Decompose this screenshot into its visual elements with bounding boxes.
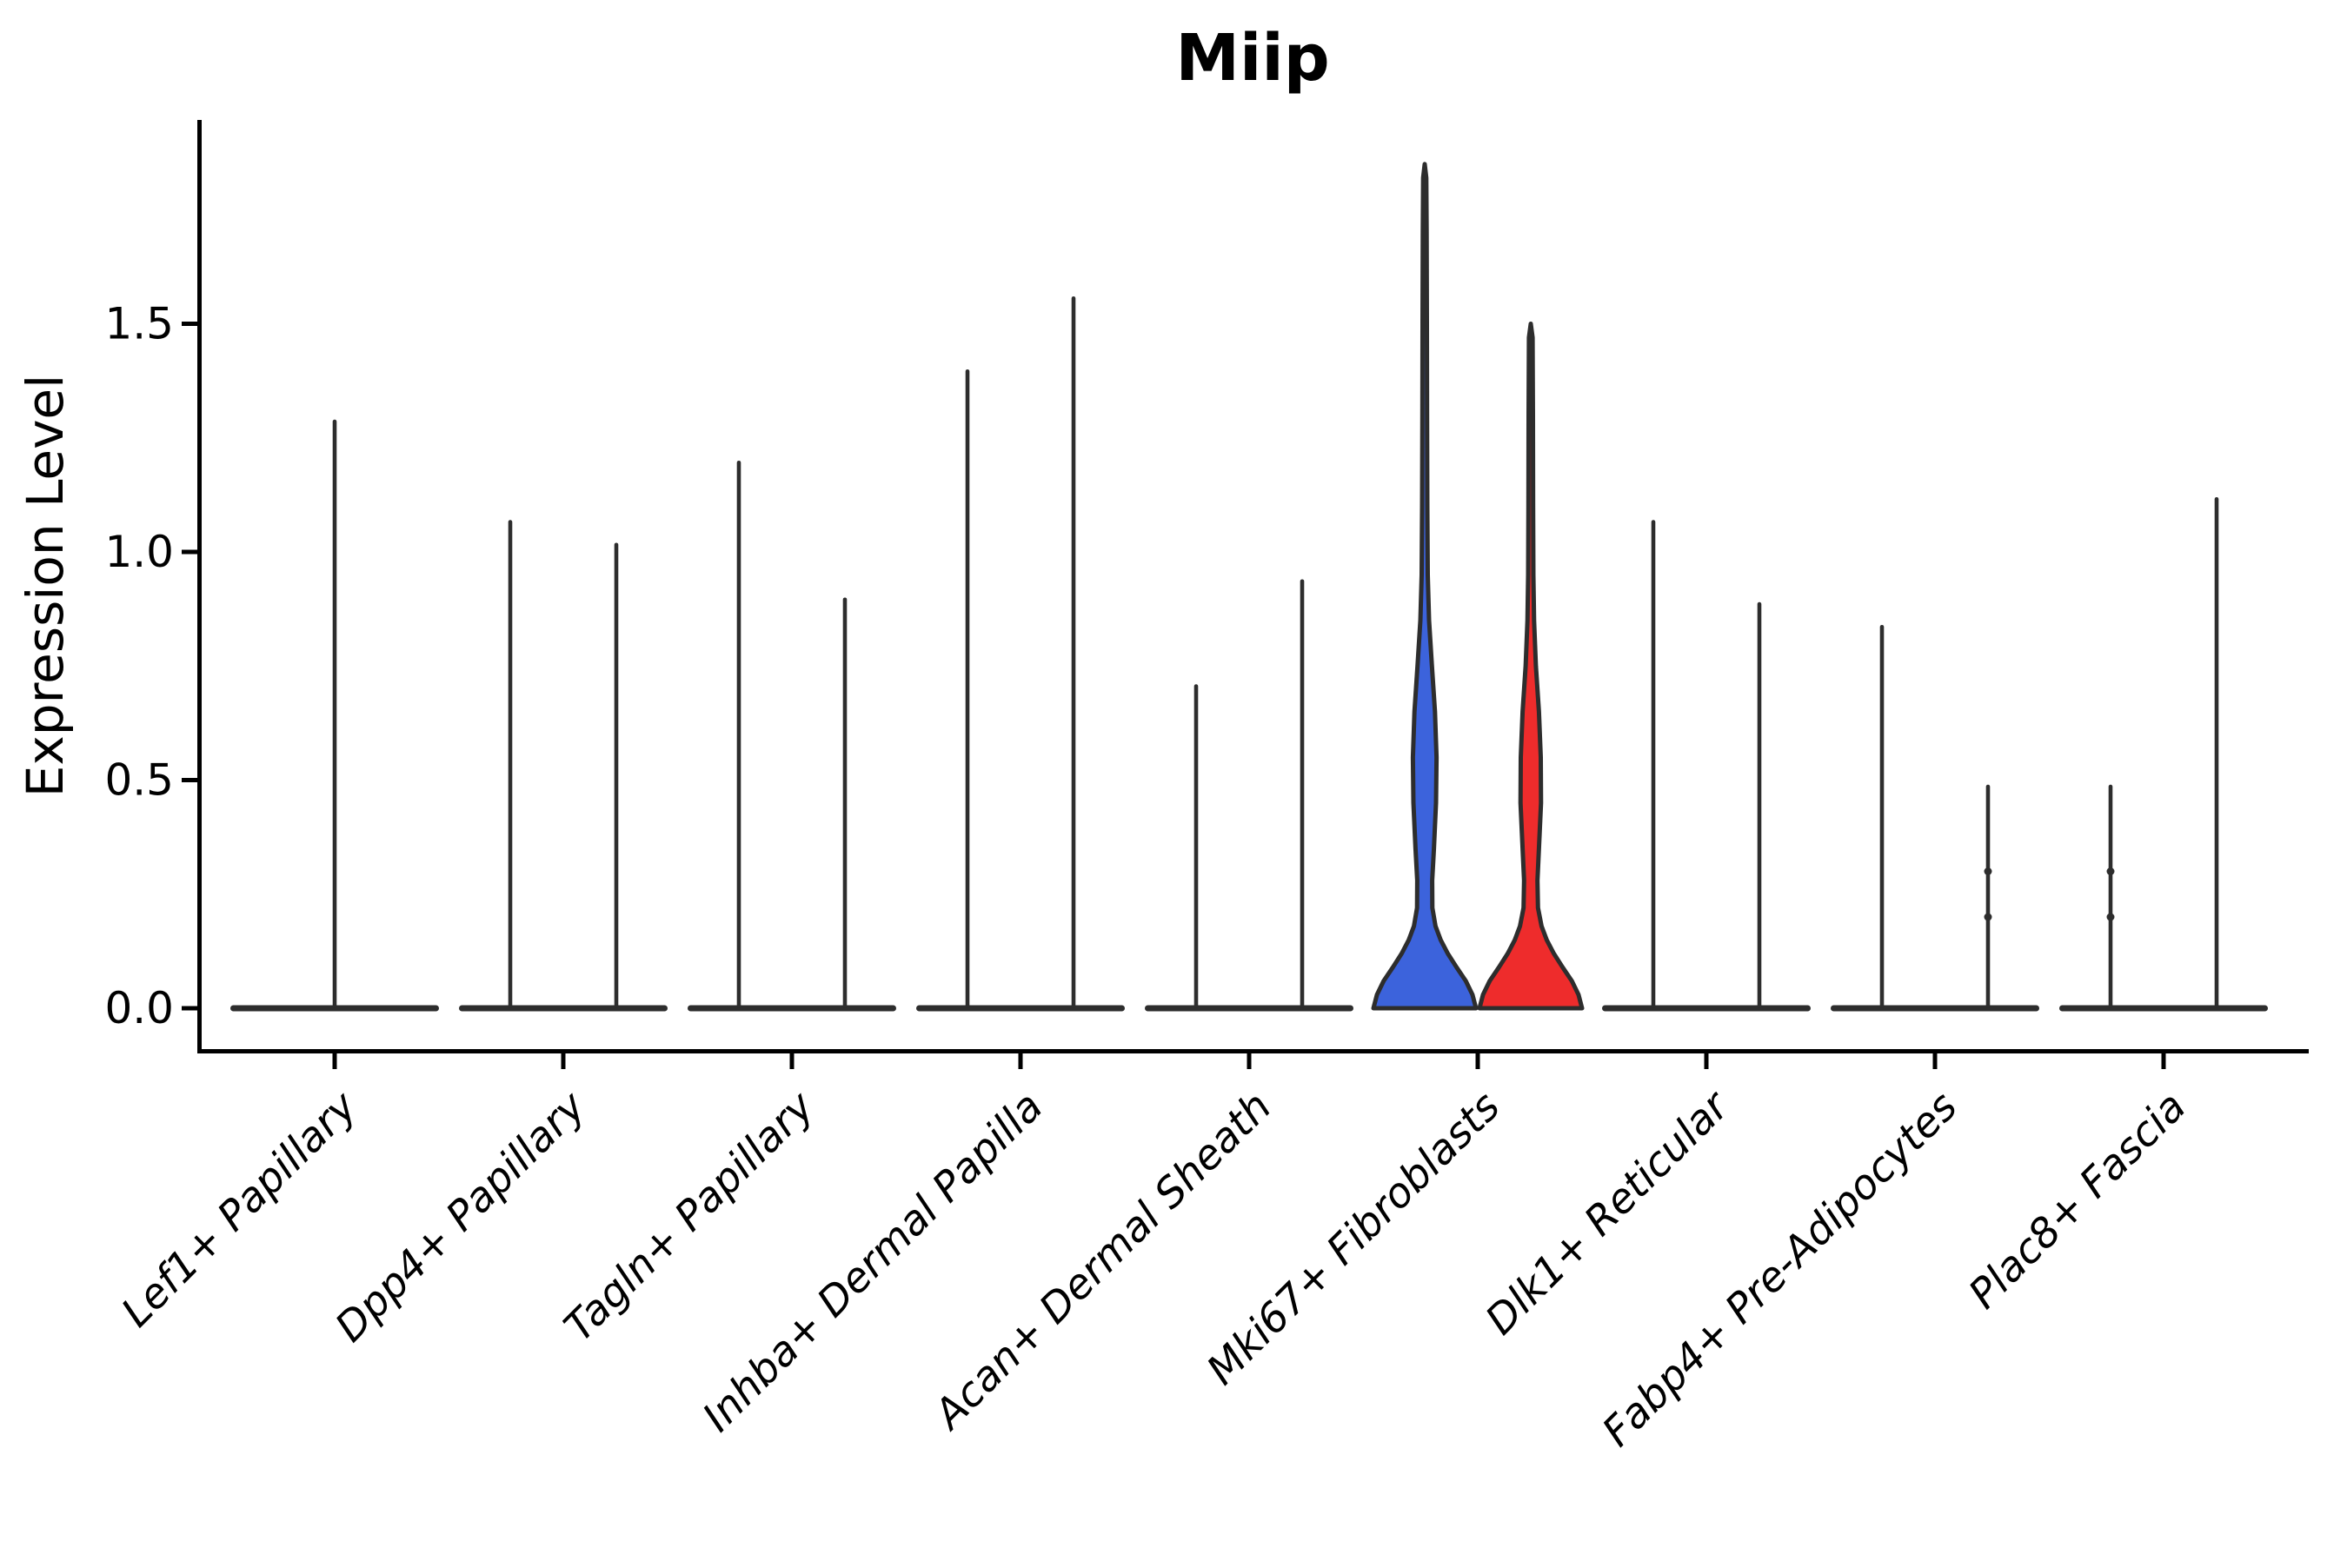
violin-spike	[332, 419, 337, 1008]
violin-spike	[736, 461, 741, 1008]
x-axis-spine	[197, 1049, 2309, 1053]
violin-knot	[1984, 867, 1992, 875]
violin-spike	[1985, 784, 1991, 1008]
x-tick-mark	[332, 1053, 337, 1069]
chart-title: Miip	[1175, 21, 1329, 96]
violin-spike	[2214, 497, 2219, 1008]
violin-blue	[1371, 162, 1479, 1011]
y-tick-mark	[182, 778, 197, 782]
y-tick-label: 1.5	[104, 299, 174, 349]
y-axis-label: Expression Level	[16, 375, 75, 797]
violin-spike	[1300, 579, 1305, 1008]
x-tick-label: Lef1+ Papillary	[112, 1082, 367, 1337]
violin-baseline	[688, 1005, 896, 1012]
violins	[230, 162, 2268, 1012]
violin-knot	[2106, 867, 2115, 875]
y-axis-spine	[197, 120, 202, 1053]
violin-spike	[842, 597, 848, 1008]
violin-baseline	[2059, 1005, 2268, 1012]
violin-baseline	[1602, 1005, 1811, 1012]
violin-spike	[508, 520, 513, 1008]
violin-red	[1477, 322, 1585, 1011]
x-tick-mark	[1704, 1053, 1709, 1069]
x-tick-mark	[789, 1053, 795, 1069]
violin-baseline	[1831, 1005, 2039, 1012]
violin-knot	[1984, 913, 1992, 921]
x-tick-mark	[2161, 1053, 2166, 1069]
y-tick-mark	[182, 1006, 197, 1011]
y-tick-mark	[182, 549, 197, 555]
violin-spike	[614, 542, 619, 1008]
violin-knot	[2106, 913, 2115, 921]
x-tick-mark	[1247, 1053, 1252, 1069]
y-tick-label: 1.0	[104, 527, 174, 577]
x-tick-mark	[561, 1053, 566, 1069]
x-tick-mark	[1932, 1053, 1938, 1069]
x-tick-label: Tagln+ Papillary	[555, 1082, 825, 1352]
y-tick-label: 0.5	[104, 755, 174, 806]
x-tick-label: Dlk1+ Reticular	[1477, 1081, 1740, 1345]
y-tick-mark	[182, 322, 197, 326]
x-tick-label: Dpp4+ Papillary	[326, 1082, 595, 1352]
violin-spike	[1879, 625, 1885, 1008]
x-tick-label: Plac8+ Fascia	[1959, 1083, 2195, 1319]
violin-baseline	[1145, 1005, 1353, 1012]
violin-spike	[1757, 601, 1762, 1008]
violin-baseline	[459, 1005, 668, 1012]
violin-spike	[1071, 296, 1076, 1008]
violin-spike	[1193, 684, 1199, 1008]
x-tick-mark	[1475, 1053, 1480, 1069]
x-tick-mark	[1018, 1053, 1023, 1069]
y-tick-label: 0.0	[104, 983, 174, 1033]
violin-spike	[1651, 520, 1656, 1008]
violin-baseline	[916, 1005, 1125, 1012]
violin-spike	[965, 369, 970, 1008]
axes	[182, 120, 2309, 1069]
violin-spike	[2108, 784, 2113, 1008]
